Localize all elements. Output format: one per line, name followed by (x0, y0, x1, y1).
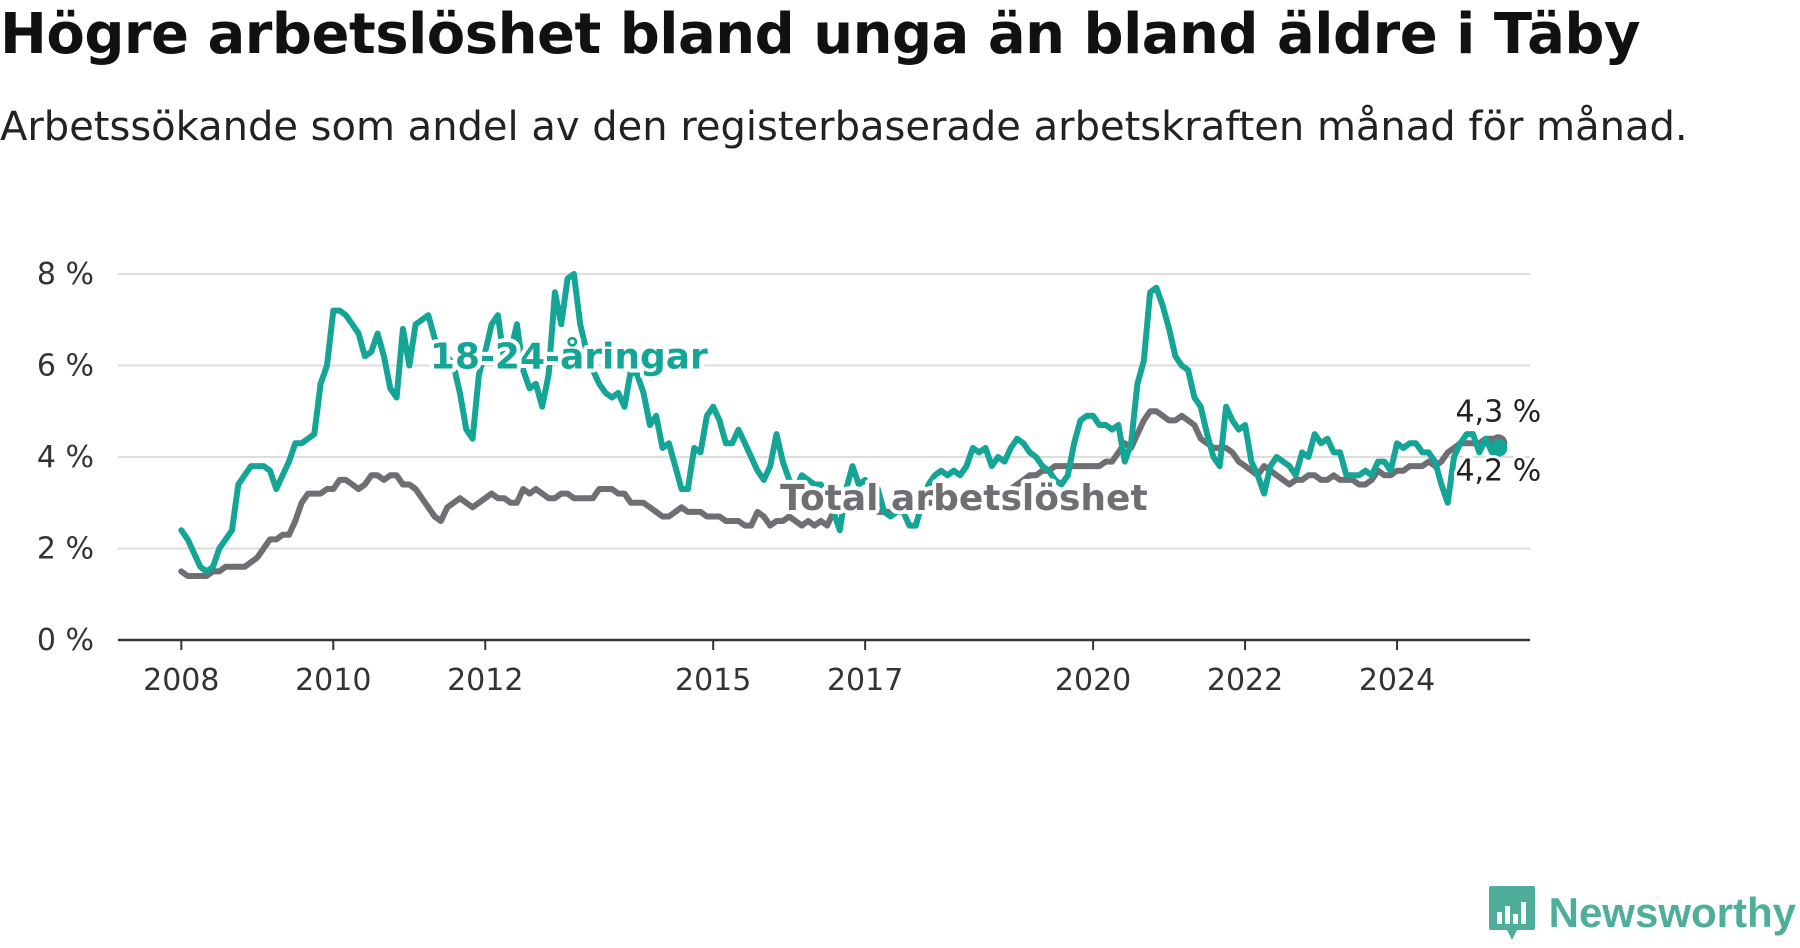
series-end-point (1489, 438, 1508, 457)
series-line (178, 408, 1502, 579)
y-tick-label: 2 % (37, 532, 94, 567)
newsworthy-brand: Newsworthy (1487, 884, 1796, 942)
chart-title: Högre arbetslöshet bland unga än bland ä… (0, 2, 1640, 67)
y-tick-label: 0 % (37, 623, 94, 658)
chart-subtitle: Arbetssökande som andel av den registerb… (0, 104, 1688, 150)
y-axis-ticks: 0 % 2 % 4 % 6 % 8 % (37, 257, 94, 658)
series-label-total: Total arbetslöshet (780, 478, 1148, 519)
series-labels: 18-24-åringar Total arbetslöshet 4,3 % 4,2 … (426, 332, 1544, 523)
end-value-18-24: 4,2 % (1455, 454, 1541, 489)
y-tick-label: 8 % (37, 257, 94, 292)
x-tick-label: 2008 (143, 663, 219, 698)
series-lines (178, 271, 1508, 579)
x-tick-label: 2024 (1359, 663, 1435, 698)
y-tick-label: 6 % (37, 349, 94, 384)
x-tick-label: 2022 (1207, 663, 1283, 698)
newsworthy-logo-icon (1488, 886, 1535, 940)
brand-name: Newsworthy (1548, 889, 1796, 936)
x-axis-ticks: 2008 2010 2012 2015 2017 2020 2022 2024 (143, 640, 1435, 698)
x-tick-label: 2017 (827, 663, 903, 698)
x-tick-label: 2015 (675, 663, 751, 698)
x-tick-label: 2010 (295, 663, 371, 698)
x-tick-label: 2020 (1055, 663, 1131, 698)
series-label-18-24: 18-24-åringar (430, 336, 708, 377)
end-value-total: 4,3 % (1455, 394, 1541, 429)
series-line (178, 271, 1502, 575)
x-tick-label: 2012 (447, 663, 523, 698)
gridlines (118, 273, 1530, 642)
y-tick-label: 4 % (37, 440, 94, 475)
